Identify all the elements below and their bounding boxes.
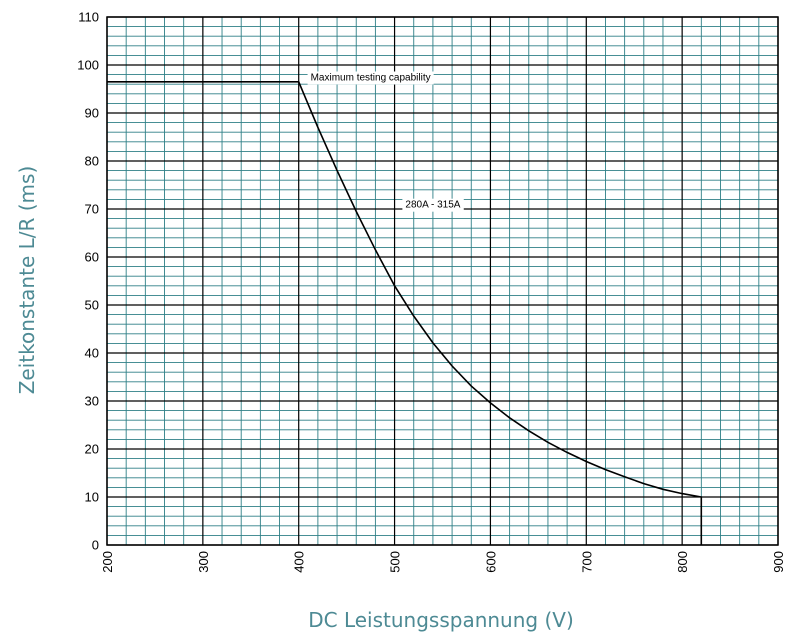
annotation-text: Maximum testing capability xyxy=(311,73,431,84)
y-tick-label: 100 xyxy=(77,58,99,73)
annotation: Maximum testing capability xyxy=(307,71,434,85)
x-tick-label: 900 xyxy=(771,551,786,573)
x-tick-label: 300 xyxy=(196,551,211,573)
x-axis-label: DC Leistungsspannung (V) xyxy=(308,608,574,632)
y-tick-label: 110 xyxy=(78,10,99,25)
major-grid xyxy=(106,16,779,546)
x-tick-label: 800 xyxy=(675,551,690,573)
x-tick-labels: 200 300 400 500 600 700 800 900 xyxy=(100,551,786,573)
plot-frame xyxy=(106,16,779,546)
y-tick-label: 20 xyxy=(85,442,99,457)
y-tick-label: 90 xyxy=(85,106,99,121)
y-tick-label: 40 xyxy=(85,346,99,361)
x-tick-label: 600 xyxy=(483,551,498,573)
x-tick-label: 500 xyxy=(388,551,403,573)
y-tick-label: 50 xyxy=(85,298,99,313)
annotation-background xyxy=(402,198,464,212)
y-axis-label: Zeitkonstante L/R (ms) xyxy=(15,166,39,395)
y-tick-label: 60 xyxy=(85,250,99,265)
annotation-background xyxy=(307,71,434,85)
annotation: 280A - 315A xyxy=(402,198,464,212)
y-tick-label: 0 xyxy=(92,538,99,553)
y-tick-label: 30 xyxy=(85,394,99,409)
series-line xyxy=(107,81,703,545)
y-tick-label: 70 xyxy=(85,202,99,217)
x-tick-label: 700 xyxy=(579,551,594,573)
y-tick-labels: 0 10 20 30 40 50 60 70 80 90 100 110 xyxy=(77,10,99,553)
x-tick-label: 400 xyxy=(292,551,307,573)
y-tick-label: 80 xyxy=(85,154,99,169)
x-tick-label: 200 xyxy=(100,551,115,573)
annotations: Maximum testing capability 280A - 315A xyxy=(307,71,464,212)
minor-grid xyxy=(107,17,778,545)
y-tick-label: 10 xyxy=(85,490,99,505)
annotation-text: 280A - 315A xyxy=(405,200,460,211)
